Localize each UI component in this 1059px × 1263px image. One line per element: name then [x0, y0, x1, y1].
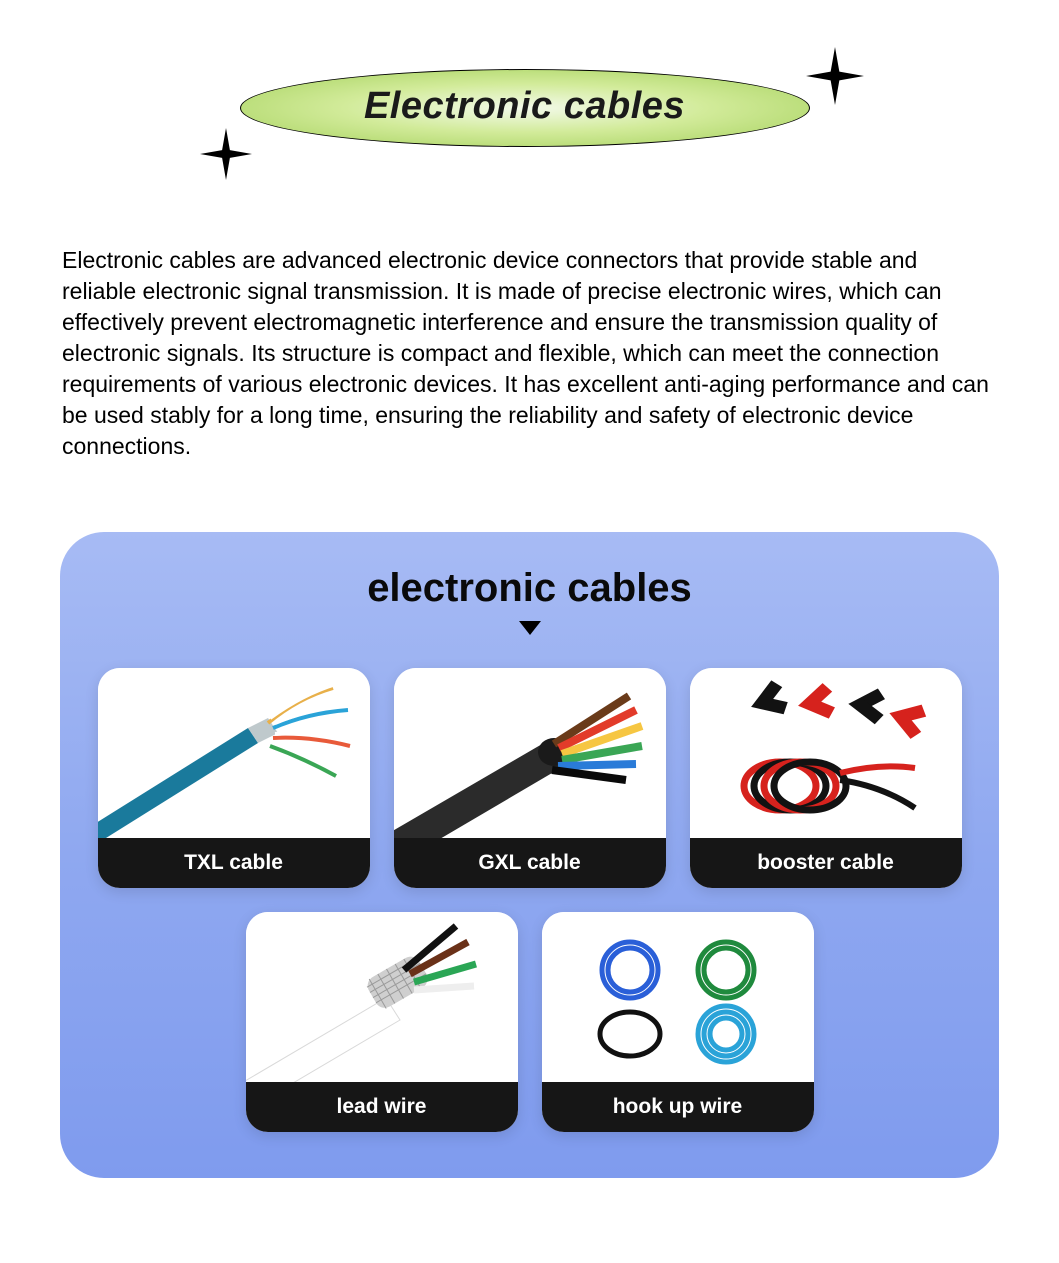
product-label: GXL cable [394, 838, 666, 888]
product-card: lead wire [246, 912, 518, 1132]
caret-down-icon [80, 621, 979, 640]
lead-wire-icon [246, 912, 518, 1082]
banner-title: Electronic cables [364, 85, 685, 128]
product-card: hook up wire [542, 912, 814, 1132]
panel-title: electronic cables [80, 566, 979, 611]
product-label: hook up wire [542, 1082, 814, 1132]
product-label: TXL cable [98, 838, 370, 888]
banner-section: Electronic cables [0, 0, 1059, 175]
txl-cable-icon [98, 668, 370, 838]
sparkle-icon [200, 128, 252, 180]
booster-cable-icon [690, 668, 962, 838]
banner-ellipse: Electronic cables [240, 69, 810, 147]
product-label: booster cable [690, 838, 962, 888]
product-card: GXL cable [394, 668, 666, 888]
product-card: TXL cable [98, 668, 370, 888]
products-panel: electronic cables [60, 532, 999, 1178]
banner: Electronic cables [210, 55, 850, 175]
description-paragraph: Electronic cables are advanced electroni… [0, 175, 1059, 462]
hook-up-wire-icon [542, 912, 814, 1082]
gxl-cable-icon [394, 668, 666, 838]
product-card: booster cable [690, 668, 962, 888]
sparkle-icon [806, 47, 864, 105]
product-label: lead wire [246, 1082, 518, 1132]
products-grid: TXL cable GXL cable [80, 668, 979, 1132]
